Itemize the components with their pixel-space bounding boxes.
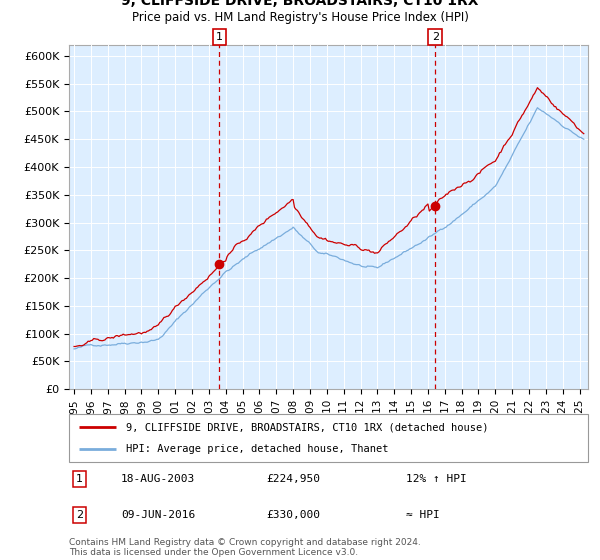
FancyBboxPatch shape bbox=[69, 414, 588, 462]
Text: £330,000: £330,000 bbox=[266, 510, 320, 520]
Text: 2: 2 bbox=[432, 32, 439, 42]
Text: ≈ HPI: ≈ HPI bbox=[406, 510, 440, 520]
Text: 1: 1 bbox=[216, 32, 223, 42]
Text: Price paid vs. HM Land Registry's House Price Index (HPI): Price paid vs. HM Land Registry's House … bbox=[131, 11, 469, 24]
Text: 9, CLIFFSIDE DRIVE, BROADSTAIRS, CT10 1RX: 9, CLIFFSIDE DRIVE, BROADSTAIRS, CT10 1R… bbox=[121, 0, 479, 8]
Text: 9, CLIFFSIDE DRIVE, BROADSTAIRS, CT10 1RX (detached house): 9, CLIFFSIDE DRIVE, BROADSTAIRS, CT10 1R… bbox=[126, 422, 488, 432]
Text: HPI: Average price, detached house, Thanet: HPI: Average price, detached house, Than… bbox=[126, 444, 389, 454]
Text: 18-AUG-2003: 18-AUG-2003 bbox=[121, 474, 195, 484]
Text: Contains HM Land Registry data © Crown copyright and database right 2024.
This d: Contains HM Land Registry data © Crown c… bbox=[69, 538, 421, 557]
Text: 2: 2 bbox=[76, 510, 83, 520]
Text: 1: 1 bbox=[76, 474, 83, 484]
Text: 12% ↑ HPI: 12% ↑ HPI bbox=[406, 474, 467, 484]
Text: 09-JUN-2016: 09-JUN-2016 bbox=[121, 510, 195, 520]
Text: £224,950: £224,950 bbox=[266, 474, 320, 484]
